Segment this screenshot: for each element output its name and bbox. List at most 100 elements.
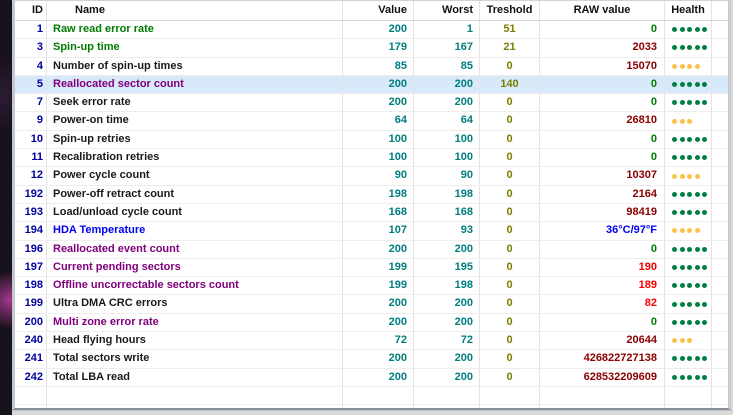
column-header-health[interactable]: Health	[665, 1, 712, 20]
cell-health-rating	[665, 185, 712, 203]
cell-attribute-name: Total sectors write	[47, 350, 343, 368]
table-row[interactable]: 9 Power-on time 64 64 0 26810	[15, 112, 728, 131]
empty-table-row	[15, 405, 728, 408]
cell-value: 200	[343, 94, 414, 112]
cell-attribute-name: Head flying hours	[47, 332, 343, 350]
cell-attribute-id: 242	[15, 368, 47, 386]
health-dot-green-icon	[702, 82, 707, 88]
table-row[interactable]: 7 Seek error rate 200 200 0 0	[15, 94, 728, 113]
column-header-treshold[interactable]: Treshold	[480, 1, 540, 20]
table-row[interactable]: 3 Spin-up time 179 167 21 2033	[15, 39, 728, 58]
cell-raw-value: 26810	[540, 112, 665, 130]
column-header-raw-value[interactable]: RAW value	[540, 1, 665, 20]
cell-worst: 198	[414, 185, 480, 203]
health-dot-yellow-icon	[672, 338, 677, 344]
cell-attribute-name: HDA Temperature	[47, 222, 343, 240]
table-row[interactable]: 1 Raw read error rate 200 1 51 0	[15, 21, 728, 40]
cell-attribute-id: 3	[15, 39, 47, 57]
cell-treshold: 0	[480, 167, 540, 185]
cell-treshold: 140	[480, 75, 540, 94]
cell-health-rating	[665, 75, 712, 94]
table-row[interactable]: 12 Power cycle count 90 90 0 10307	[15, 167, 728, 186]
health-dot-green-icon	[672, 27, 677, 33]
table-row[interactable]: 242 Total LBA read 200 200 0 628532209609	[15, 368, 728, 387]
cell-value: 100	[343, 130, 414, 149]
table-row[interactable]: 5 Reallocated sector count 200 200 140 0	[15, 75, 728, 95]
health-dot-green-icon	[672, 100, 677, 106]
cell-empty	[712, 405, 728, 408]
cell-attribute-name: Offline uncorrectable sectors count	[47, 277, 343, 295]
cell-raw-value: 36°C/97°F	[540, 222, 665, 240]
table-row[interactable]: 11 Recalibration retries 100 100 0 0	[15, 149, 728, 168]
health-dot-green-icon	[702, 374, 707, 380]
health-dot-green-icon	[672, 191, 677, 197]
table-row[interactable]: 197 Current pending sectors 199 195 0 190	[15, 258, 728, 278]
health-dot-yellow-icon	[672, 63, 677, 69]
health-dot-green-icon	[694, 155, 700, 161]
cell-treshold: 0	[480, 258, 540, 277]
table-row[interactable]: 4 Number of spin-up times 85 85 0 15070	[15, 57, 728, 76]
health-dot-green-icon	[687, 283, 692, 289]
cell-raw-value: 0	[540, 313, 665, 332]
cell-gutter	[712, 204, 728, 221]
cell-health-rating	[665, 112, 712, 130]
cell-worst: 64	[414, 112, 480, 130]
cell-gutter	[712, 39, 728, 56]
health-dot-green-icon	[694, 27, 700, 33]
cell-gutter	[712, 369, 728, 386]
table-row[interactable]: 199 Ultra DMA CRC errors 200 200 0 82	[15, 295, 728, 314]
cell-raw-value: 0	[540, 94, 665, 112]
table-row[interactable]: 198 Offline uncorrectable sectors count 19…	[15, 277, 728, 296]
cell-raw-value: 190	[540, 258, 665, 277]
health-dot-green-icon	[702, 191, 707, 197]
cell-attribute-id: 193	[15, 203, 47, 222]
health-dot-green-icon	[694, 374, 700, 380]
health-dot-green-icon	[687, 246, 692, 252]
table-row[interactable]: 240 Head flying hours 72 72 0 20644	[15, 332, 728, 351]
table-row[interactable]: 192 Power-off retract count 198 198 0 2164	[15, 185, 728, 204]
health-dot-green-icon	[702, 100, 707, 106]
table-row[interactable]: 193 Load/unload cycle count 168 168 0 98419	[15, 203, 728, 223]
table-row[interactable]: 10 Spin-up retries 100 100 0 0	[15, 130, 728, 150]
cell-value: 200	[343, 240, 414, 258]
health-dot-green-icon	[672, 155, 677, 161]
column-header-worst[interactable]: Worst	[414, 1, 480, 20]
table-row[interactable]: 200 Multi zone error rate 200 200 0 0	[15, 313, 728, 333]
table-row[interactable]: 196 Reallocated event count 200 200 0 0	[15, 240, 728, 259]
cell-empty	[712, 387, 728, 404]
desktop-wallpaper-strip	[0, 0, 12, 415]
cell-health-rating	[665, 149, 712, 167]
column-header-gutter	[712, 1, 728, 20]
cell-value: 107	[343, 222, 414, 240]
health-dot-green-icon	[672, 136, 677, 142]
cell-attribute-id: 4	[15, 57, 47, 75]
health-dot-green-icon	[702, 155, 707, 161]
health-dot-yellow-icon	[694, 228, 700, 234]
cell-health-rating	[665, 277, 712, 295]
column-header-id[interactable]: ID	[15, 1, 47, 20]
cell-health-rating	[665, 258, 712, 277]
cell-empty	[665, 405, 712, 408]
health-dot-green-icon	[679, 136, 685, 142]
column-header-value[interactable]: Value	[343, 1, 414, 20]
cell-value: 64	[343, 112, 414, 130]
cell-empty	[343, 405, 414, 408]
health-dot-green-icon	[672, 45, 677, 51]
column-header-name[interactable]: Name	[47, 1, 343, 20]
table-row[interactable]: 194 HDA Temperature 107 93 0 36°C/97°F	[15, 222, 728, 241]
cell-attribute-id: 12	[15, 167, 47, 185]
cell-worst: 100	[414, 149, 480, 167]
health-dot-green-icon	[694, 301, 700, 307]
health-dot-green-icon	[672, 210, 677, 216]
health-dot-green-icon	[679, 301, 685, 307]
cell-attribute-name: Ultra DMA CRC errors	[47, 295, 343, 313]
cell-value: 168	[343, 203, 414, 222]
health-dot-green-icon	[679, 210, 685, 216]
cell-treshold: 0	[480, 57, 540, 75]
health-dot-green-icon	[694, 136, 700, 142]
cell-worst: 200	[414, 350, 480, 368]
health-dot-green-icon	[672, 319, 677, 325]
table-row[interactable]: 241 Total sectors write 200 200 0 42682272713…	[15, 350, 728, 369]
health-dot-yellow-icon	[679, 63, 685, 69]
health-dot-green-icon	[679, 374, 685, 380]
